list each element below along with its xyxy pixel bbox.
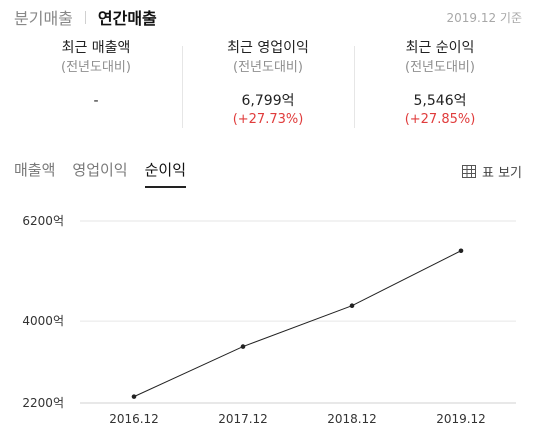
metric-operating-profit: 최근 영업이익 (전년도대비) 6,799억 (+27.73%)	[182, 38, 354, 132]
net-income-chart: 6200억 4000억 2200억 2016.12 2017.12 2018.12 201…	[22, 214, 516, 426]
data-point[interactable]	[131, 394, 137, 399]
tab-quarterly-sales[interactable]: 분기매출	[14, 9, 73, 28]
tab-annual-sales[interactable]: 연간매출	[97, 9, 157, 28]
metric-title: 최근 매출액	[61, 40, 131, 56]
metric-change	[10, 111, 182, 131]
metric-change: (+27.73%)	[232, 112, 304, 127]
x-tick-label: 2017.12	[218, 412, 268, 426]
metric-value: 5,546억	[413, 93, 467, 109]
metric-subtitle: (전년도대비)	[405, 60, 475, 75]
metric-subtitle: (전년도대비)	[233, 60, 303, 75]
y-tick-label: 2200억	[22, 396, 64, 410]
data-point[interactable]	[240, 344, 246, 349]
basis-date: 2019.12 기준	[446, 11, 522, 25]
period-tabs: 분기매출 연간매출	[14, 6, 157, 28]
metric-tabs: 매출액 영업이익 순이익	[14, 160, 203, 188]
table-icon	[461, 165, 476, 178]
tab-revenue[interactable]: 매출액	[14, 161, 56, 179]
data-point[interactable]	[349, 303, 355, 309]
metric-title: 최근 순이익	[405, 40, 475, 56]
metrics-summary: 최근 매출액 (전년도대비) - 최근 영업이익 (전년도대비) 6,799억 …	[10, 38, 526, 132]
metric-value: -	[93, 93, 99, 109]
x-tick-label: 2018.12	[327, 412, 377, 426]
data-point[interactable]	[458, 248, 464, 254]
tab-net-income[interactable]: 순이익	[144, 160, 187, 188]
net-income-line	[133, 250, 462, 398]
metric-net-income: 최근 순이익 (전년도대비) 5,546억 (+27.85%)	[354, 38, 526, 132]
metric-title: 최근 영업이익	[227, 40, 309, 56]
x-tick-label: 2016.12	[109, 412, 159, 426]
metric-subtitle: (전년도대비)	[61, 60, 131, 75]
metric-change: (+27.85%)	[404, 112, 476, 127]
y-tick-label: 6200억	[22, 214, 64, 228]
table-view-button[interactable]: 표 보기	[461, 162, 522, 181]
metric-value: 6,799억	[241, 93, 295, 109]
y-tick-label: 4000억	[22, 314, 64, 328]
x-tick-label: 2019.12	[436, 412, 486, 426]
table-view-label: 표 보기	[481, 166, 522, 181]
tab-operating-profit[interactable]: 영업이익	[72, 161, 128, 179]
metric-revenue: 최근 매출액 (전년도대비) -	[10, 38, 182, 132]
tab-divider	[84, 10, 86, 24]
